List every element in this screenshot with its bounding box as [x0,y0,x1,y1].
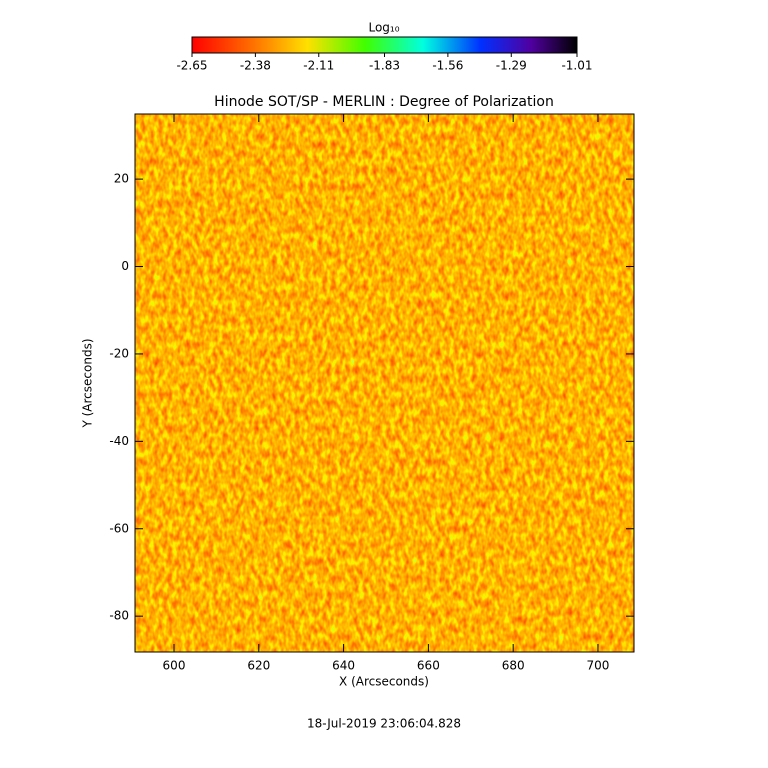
plot-frame [134,113,635,653]
y-tick-label: 20 [114,172,129,186]
x-tick-label: 660 [417,659,440,673]
y-tick-label: -60 [109,521,129,535]
y-axis-label: Y (Arcseconds) [81,338,95,428]
y-tick-label: 0 [121,259,129,273]
colorbar-tick-label: -2.65 [176,59,207,73]
y-tick-label: -80 [109,609,129,623]
timestamp: 18-Jul-2019 23:06:04.828 [307,717,461,731]
colorbar-tick-label: -1.56 [432,59,463,73]
x-tick-label: 700 [587,659,610,673]
y-tick-label: -20 [109,346,129,360]
solar-image [135,114,634,652]
colorbar-tick-label: -2.11 [303,59,334,73]
x-axis-label: X (Arcseconds) [339,675,429,689]
colorbar-tick-label: -1.29 [496,59,527,73]
chart-title: Hinode SOT/SP - MERLIN : Degree of Polar… [214,94,554,110]
x-tick-label: 620 [247,659,270,673]
x-tick-label: 640 [332,659,355,673]
colorbar-label: Log₁₀ [368,21,399,35]
x-tick-label: 680 [502,659,525,673]
colorbar-tick-label: -1.01 [561,59,592,73]
colorbar-tick-label: -2.38 [240,59,271,73]
colorbar [191,36,578,54]
y-tick-label: -40 [109,434,129,448]
x-tick-label: 600 [163,659,186,673]
colorbar-tick-label: -1.83 [369,59,400,73]
